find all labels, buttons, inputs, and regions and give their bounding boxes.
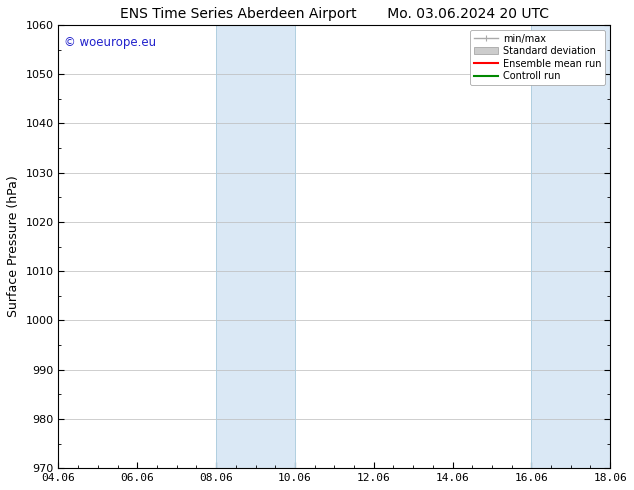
Bar [216, 25, 295, 468]
Title: ENS Time Series Aberdeen Airport       Mo. 03.06.2024 20 UTC: ENS Time Series Aberdeen Airport Mo. 03.… [120, 7, 549, 21]
Y-axis label: Surface Pressure (hPa): Surface Pressure (hPa) [7, 176, 20, 318]
Text: © woeurope.eu: © woeurope.eu [64, 36, 156, 49]
Legend: min/max, Standard deviation, Ensemble mean run, Controll run: min/max, Standard deviation, Ensemble me… [470, 30, 605, 85]
Bar [531, 25, 610, 468]
